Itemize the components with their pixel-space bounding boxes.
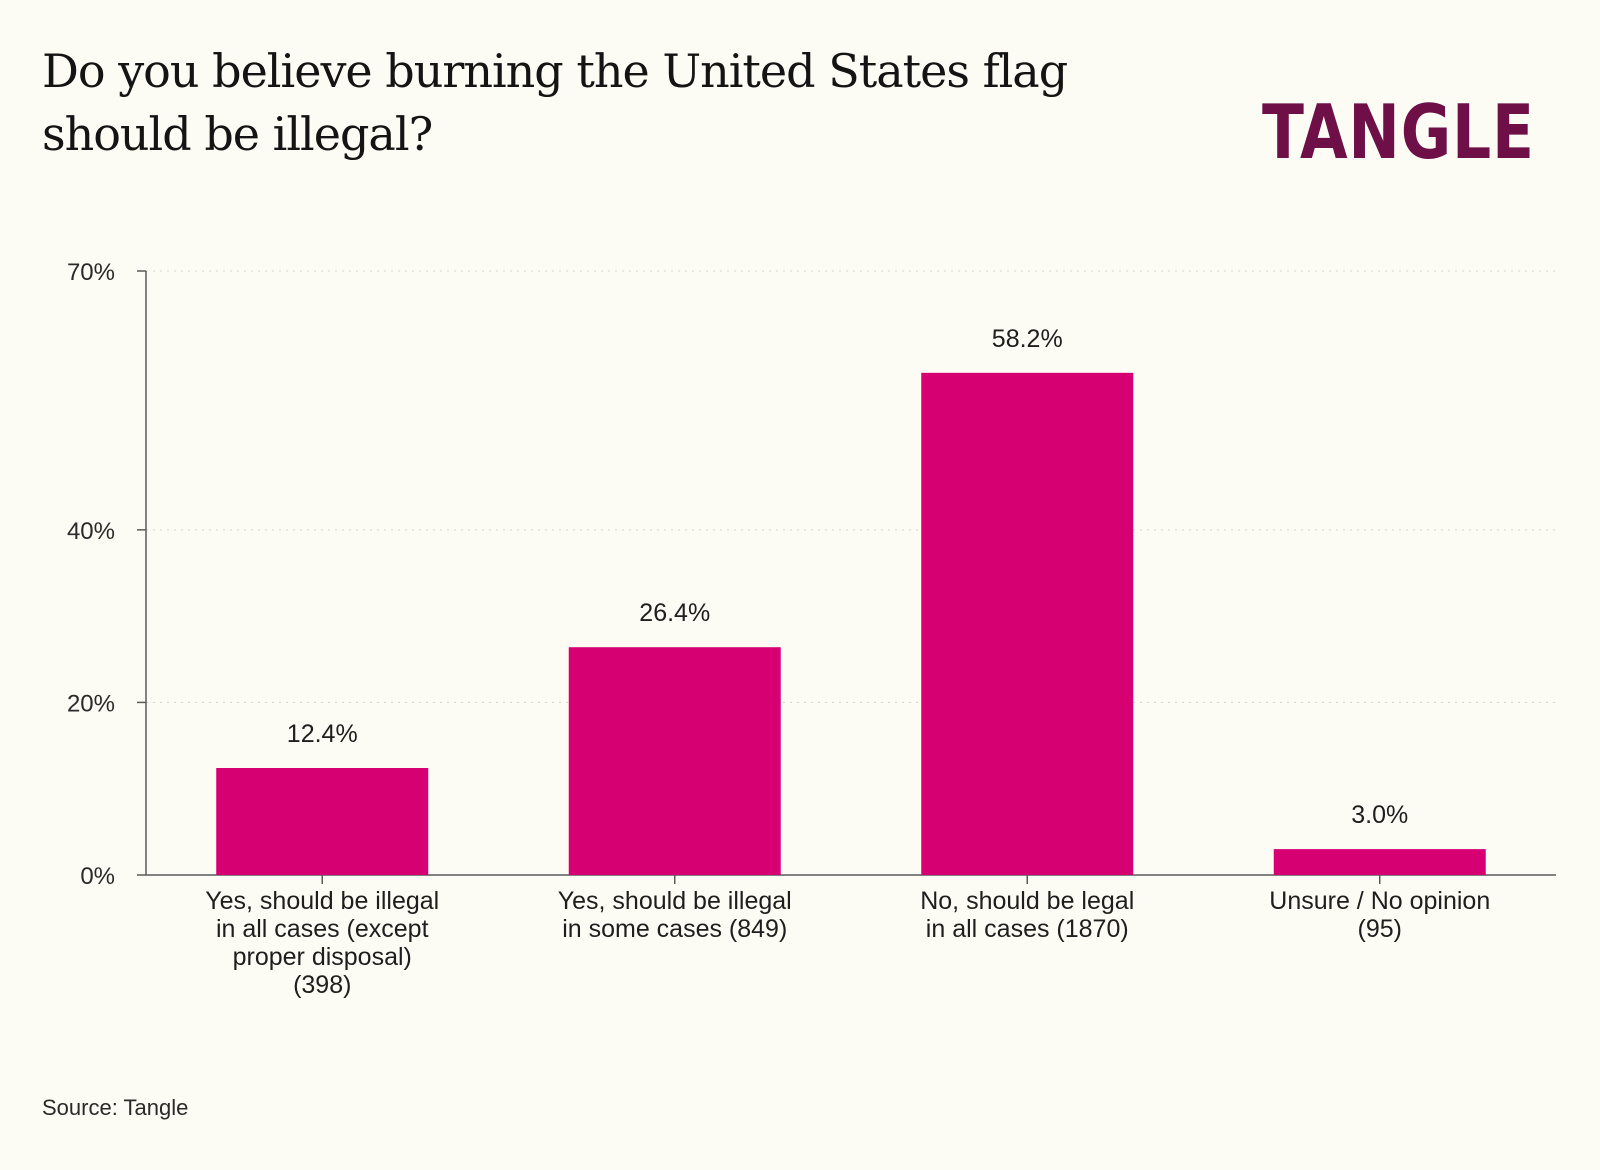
bar-value-label: 26.4% <box>639 599 710 627</box>
bar-value-label: 12.4% <box>287 720 358 748</box>
y-tick-label: 20% <box>67 690 115 717</box>
x-category-label-line: (95) <box>1358 915 1402 943</box>
x-category-label: Yes, should be illegal in some cases (849… <box>558 887 792 943</box>
x-category-label-line: (398) <box>293 971 351 999</box>
x-category-label-line: Unsure / No opinion <box>1269 887 1490 915</box>
x-category-label: No, should be legal in all cases (1870) <box>920 887 1134 943</box>
chart-title: Do you believe burning the United States… <box>42 44 1068 161</box>
tangle-logo: TANGLE <box>1262 88 1535 176</box>
bar <box>1273 849 1486 875</box>
y-tick-label: 70% <box>67 259 115 286</box>
x-category-label-line: proper disposal) <box>233 943 412 971</box>
x-category-label: Yes, should be illegal in all cases (exce… <box>205 887 439 999</box>
bar <box>568 647 781 875</box>
x-category-label-line: in some cases (849) <box>562 915 787 943</box>
x-category-label-line: in all cases (1870) <box>926 915 1129 943</box>
bar-value-label: 58.2% <box>992 325 1063 353</box>
bar <box>216 768 429 875</box>
bar <box>921 372 1134 875</box>
source-note: Source: Tangle <box>42 1095 189 1120</box>
x-category-label-line: Yes, should be illegal <box>558 887 792 915</box>
x-category-label: Unsure / No opinion (95) <box>1269 887 1490 943</box>
y-tick-label: 40% <box>67 518 115 545</box>
x-category-label-line: No, should be legal <box>920 887 1134 915</box>
y-tick-label: 0% <box>80 863 115 890</box>
x-category-label-line: Yes, should be illegal <box>205 887 439 915</box>
bar-value-label: 3.0% <box>1351 801 1408 829</box>
x-category-label-line: in all cases (except <box>216 915 429 943</box>
